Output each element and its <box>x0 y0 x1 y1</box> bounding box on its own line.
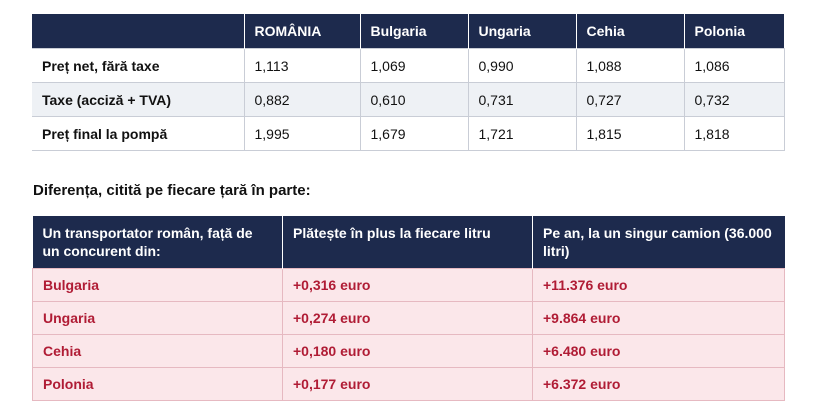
table-header-row: Un transportator român, față de un concu… <box>32 216 785 269</box>
row-label: Preț final la pompă <box>32 116 244 151</box>
table-cell: 0,732 <box>683 82 785 117</box>
table-header-row: ROMÂNIA Bulgaria Ungaria Cehia Polonia <box>32 14 784 49</box>
header-cell-bulgaria: Bulgaria <box>359 14 468 49</box>
per-litre-cell: +0,180 euro <box>282 334 533 368</box>
table-cell: 0,727 <box>575 82 684 117</box>
header-cell-competitor: Un transportator român, față de un concu… <box>32 216 283 269</box>
per-year-cell: +9.864 euro <box>532 301 785 335</box>
per-litre-cell: +0,177 euro <box>282 367 533 401</box>
table-cell: 0,610 <box>359 82 468 117</box>
difference-table: Un transportator român, față de un concu… <box>32 216 785 401</box>
country-cell: Cehia <box>32 334 283 368</box>
table-cell: 0,731 <box>467 82 576 117</box>
table-row: Ungaria +0,274 euro +9.864 euro <box>32 301 785 335</box>
per-year-cell: +11.376 euro <box>532 268 785 302</box>
per-litre-cell: +0,274 euro <box>282 301 533 335</box>
table-row: Preț net, fără taxe 1,113 1,069 0,990 1,… <box>32 48 785 83</box>
header-cell-romania: ROMÂNIA <box>243 14 360 49</box>
fuel-price-table: ROMÂNIA Bulgaria Ungaria Cehia Polonia P… <box>32 14 785 151</box>
table-row: Bulgaria +0,316 euro +11.376 euro <box>32 268 785 302</box>
table-cell: 0,882 <box>243 82 360 117</box>
table-cell: 1,086 <box>683 48 785 83</box>
table-cell: 1,088 <box>575 48 684 83</box>
header-cell-per-year: Pe an, la un singur camion (36.000 litri… <box>532 216 785 269</box>
table-cell: 1,679 <box>359 116 468 151</box>
row-label: Taxe (acciză + TVA) <box>32 82 244 117</box>
header-cell-polonia: Polonia <box>683 14 784 49</box>
table-cell: 1,818 <box>683 116 785 151</box>
row-label: Preț net, fără taxe <box>32 48 244 83</box>
table-cell: 1,069 <box>359 48 468 83</box>
table-row: Cehia +0,180 euro +6.480 euro <box>32 334 785 368</box>
header-cell-ungaria: Ungaria <box>467 14 576 49</box>
table-cell: 1,721 <box>467 116 576 151</box>
header-cell-cehia: Cehia <box>575 14 684 49</box>
header-cell-per-litre: Plătește în plus la fiecare litru <box>282 216 533 269</box>
country-cell: Ungaria <box>32 301 283 335</box>
table-cell: 1,995 <box>243 116 360 151</box>
table-row: Polonia +0,177 euro +6.372 euro <box>32 367 785 401</box>
table-row: Preț final la pompă 1,995 1,679 1,721 1,… <box>32 116 785 151</box>
table-cell: 0,990 <box>467 48 576 83</box>
table-cell: 1,113 <box>243 48 360 83</box>
section-heading: Diferența, citită pe fiecare țară în par… <box>33 182 311 199</box>
per-year-cell: +6.372 euro <box>532 367 785 401</box>
table-cell: 1,815 <box>575 116 684 151</box>
country-cell: Polonia <box>32 367 283 401</box>
country-cell: Bulgaria <box>32 268 283 302</box>
header-cell-empty <box>32 14 244 49</box>
per-year-cell: +6.480 euro <box>532 334 785 368</box>
per-litre-cell: +0,316 euro <box>282 268 533 302</box>
table-row: Taxe (acciză + TVA) 0,882 0,610 0,731 0,… <box>32 82 785 117</box>
